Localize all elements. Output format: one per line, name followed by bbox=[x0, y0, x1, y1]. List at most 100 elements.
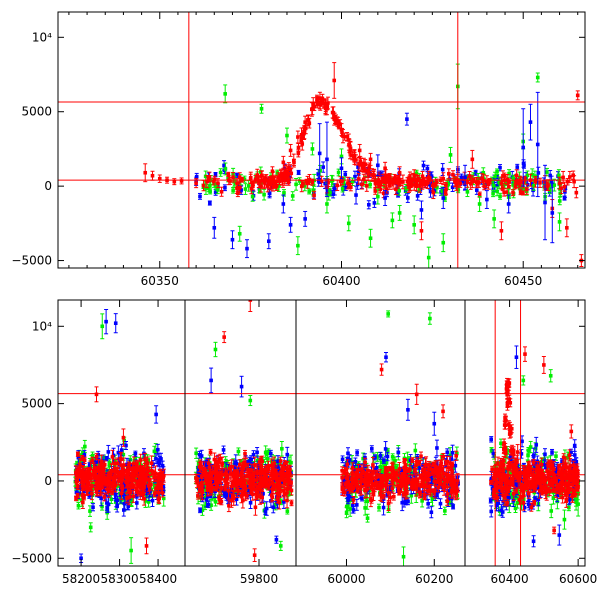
data-point bbox=[249, 186, 254, 191]
data-point bbox=[205, 179, 209, 184]
data-point bbox=[419, 208, 424, 212]
noise-point bbox=[544, 167, 549, 177]
data-point bbox=[359, 163, 363, 167]
data-point bbox=[112, 488, 117, 493]
data-point bbox=[372, 173, 376, 178]
noise-point bbox=[417, 186, 422, 193]
data-point bbox=[380, 179, 384, 184]
data-point bbox=[206, 186, 211, 190]
data-point bbox=[363, 168, 367, 173]
data-point bbox=[130, 487, 135, 492]
data-point bbox=[288, 148, 293, 153]
data-point bbox=[450, 185, 455, 190]
noise-point bbox=[498, 192, 503, 200]
data-point bbox=[124, 443, 128, 448]
data-point bbox=[528, 120, 533, 124]
data-point bbox=[538, 181, 542, 185]
data-point bbox=[310, 102, 315, 116]
data-point bbox=[356, 165, 360, 169]
data-point bbox=[465, 180, 470, 184]
noise-point bbox=[134, 496, 139, 510]
data-point bbox=[339, 166, 344, 171]
data-point bbox=[317, 151, 322, 156]
data-point bbox=[250, 194, 255, 199]
flare-point bbox=[380, 177, 385, 187]
noise-point bbox=[133, 450, 138, 457]
data-point bbox=[562, 184, 567, 189]
data-point bbox=[426, 255, 431, 260]
data-point bbox=[412, 183, 417, 187]
data-point bbox=[423, 182, 427, 186]
data-point bbox=[204, 186, 208, 191]
data-point bbox=[76, 503, 81, 508]
noise-point bbox=[234, 182, 239, 194]
data-point bbox=[266, 233, 271, 250]
data-point bbox=[397, 204, 402, 221]
data-point bbox=[364, 184, 369, 188]
data-point bbox=[208, 201, 212, 205]
data-point bbox=[368, 157, 373, 162]
data-point bbox=[271, 184, 275, 189]
data-point bbox=[354, 193, 358, 197]
data-point bbox=[207, 176, 211, 181]
data-point bbox=[99, 496, 103, 501]
data-point bbox=[440, 189, 444, 193]
data-point bbox=[414, 171, 419, 175]
data-point bbox=[419, 228, 424, 233]
data-point bbox=[502, 174, 507, 178]
data-point bbox=[383, 190, 388, 206]
y-tick-label: 0 bbox=[44, 179, 52, 193]
data-point bbox=[499, 181, 504, 185]
data-point bbox=[230, 237, 235, 242]
data-point bbox=[312, 104, 317, 109]
data-point bbox=[412, 215, 417, 235]
data-point bbox=[152, 449, 157, 454]
data-point bbox=[242, 177, 247, 182]
noise-point bbox=[491, 190, 496, 198]
data-point bbox=[238, 185, 242, 190]
noise-point bbox=[574, 187, 579, 199]
data-point bbox=[368, 182, 372, 187]
data-point bbox=[418, 183, 422, 188]
data-point bbox=[296, 145, 301, 150]
data-point bbox=[119, 448, 124, 452]
data-point bbox=[265, 184, 270, 188]
noise-point bbox=[465, 186, 470, 198]
data-point bbox=[405, 117, 409, 121]
data-point bbox=[565, 226, 569, 230]
data-point bbox=[397, 188, 401, 193]
data-point bbox=[368, 236, 373, 241]
data-point bbox=[507, 171, 511, 176]
data-point bbox=[212, 216, 217, 239]
data-point bbox=[441, 172, 446, 186]
data-point bbox=[565, 179, 570, 184]
data-point bbox=[106, 450, 111, 454]
data-point bbox=[103, 492, 108, 497]
data-point bbox=[481, 170, 486, 175]
data-point bbox=[262, 181, 267, 185]
data-point bbox=[311, 101, 316, 106]
data-point bbox=[248, 173, 253, 184]
flare-point bbox=[406, 176, 411, 189]
data-point bbox=[404, 186, 408, 191]
noise-point bbox=[267, 188, 272, 199]
data-point bbox=[484, 190, 489, 209]
data-point bbox=[429, 174, 434, 178]
data-point bbox=[427, 182, 432, 187]
data-point bbox=[318, 168, 322, 173]
data-point bbox=[575, 90, 580, 101]
data-point bbox=[499, 228, 504, 233]
data-point bbox=[302, 131, 306, 136]
data-point bbox=[500, 186, 505, 190]
data-point bbox=[259, 179, 263, 183]
data-point bbox=[557, 176, 562, 190]
data-point bbox=[135, 501, 139, 505]
data-point bbox=[383, 161, 388, 175]
data-point bbox=[231, 175, 235, 180]
data-point bbox=[105, 501, 109, 505]
data-point bbox=[562, 196, 567, 200]
data-point bbox=[574, 190, 579, 195]
data-point bbox=[373, 180, 378, 185]
noise-point bbox=[222, 184, 227, 192]
